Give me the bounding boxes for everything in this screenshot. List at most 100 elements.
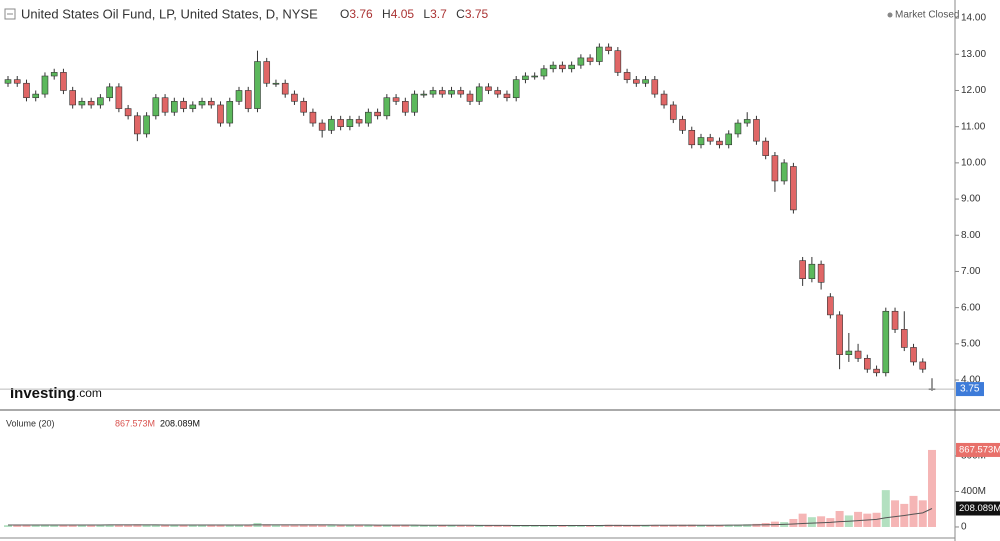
volume-bar (216, 524, 225, 527)
candle-body (152, 97, 160, 117)
y-tick-label: 9.00 (961, 194, 981, 205)
candle-body (263, 61, 271, 84)
volume-bar (521, 525, 530, 527)
candle-body (854, 350, 862, 359)
y-tick-label: 4.00 (961, 375, 981, 386)
candle-body (318, 122, 326, 131)
candle-body (790, 166, 797, 211)
candle-body (485, 86, 492, 91)
candle-body (217, 104, 224, 124)
volume-bar (22, 524, 31, 527)
candle-body (503, 93, 511, 99)
candle-body (143, 115, 150, 135)
volume-bar (789, 518, 798, 527)
volume-bar (687, 524, 696, 527)
volume-last: 867.573M (115, 418, 155, 428)
volume-bar (706, 525, 715, 527)
volume-bar (928, 449, 936, 527)
volume-bar (392, 525, 401, 527)
candle-body (559, 64, 566, 70)
volume-bar (225, 525, 234, 527)
volume-bar (807, 517, 816, 527)
volume-bar (881, 490, 890, 527)
volume-bar (290, 525, 299, 527)
volume-bar (660, 525, 669, 527)
candle-body (910, 347, 917, 363)
y-tick-label: 5.00 (961, 338, 981, 349)
candle-body (235, 90, 243, 102)
candle-body (429, 90, 437, 95)
volume-last-box (956, 442, 1000, 457)
volume-bar (456, 525, 465, 527)
candle-body (365, 111, 372, 124)
volume-bar (188, 525, 197, 527)
volume-bar (697, 525, 705, 527)
ohlc-label: C (456, 7, 465, 21)
candle-body (189, 104, 197, 109)
candle-body (4, 79, 12, 84)
candle-body (448, 90, 455, 95)
candle-body (900, 329, 908, 348)
candle-body (669, 104, 677, 120)
candle-body (281, 82, 289, 95)
volume-bar (142, 524, 151, 527)
candle-body (41, 75, 49, 95)
candle-body (291, 93, 298, 102)
candle-body (706, 137, 714, 142)
last-price-label: 3.75 (960, 384, 980, 395)
volume-bar (235, 525, 243, 527)
candle-body (743, 119, 751, 124)
volume-bar (743, 524, 752, 527)
ohlc-header: O3.76 H4.05 L3.7 C3.75 (340, 7, 488, 21)
volume-ma-last: 208.089M (160, 418, 200, 428)
volume-bar (13, 525, 22, 527)
volume-bar (179, 525, 188, 527)
ohlc-value: 3.76 (349, 7, 373, 21)
candle-body (623, 72, 631, 80)
volume-bar (355, 525, 364, 527)
volume-bar (438, 525, 447, 527)
volume-bar (530, 525, 539, 527)
candle-body (134, 115, 141, 135)
volume-bar (4, 525, 12, 527)
candle-body (660, 93, 668, 106)
volume-bar (327, 525, 336, 527)
candle-body (864, 358, 871, 370)
candle-body (808, 263, 816, 279)
volume-bar (733, 524, 742, 527)
volume-bar (281, 525, 290, 527)
candle-body (531, 75, 538, 78)
volume-bar (40, 525, 49, 527)
candle-body (254, 61, 261, 109)
y-tick-label: 10.00 (961, 158, 986, 169)
volume-bar (798, 513, 807, 527)
volume-bar (484, 525, 493, 527)
candle-body (198, 101, 206, 106)
ohlc-value: 3.75 (465, 7, 489, 21)
volume-bar (198, 525, 207, 527)
candle-body (577, 57, 585, 66)
volume-bar (105, 525, 114, 527)
candle-body (309, 111, 317, 124)
volume-bar (586, 525, 595, 527)
volume-bar (410, 525, 419, 527)
volume-bar (817, 516, 826, 527)
volume-bar (133, 524, 142, 527)
y-tick-label: 7.00 (961, 266, 981, 277)
volume-bar (262, 524, 271, 527)
candle-body (891, 310, 899, 330)
collapse-icon[interactable] (4, 8, 16, 20)
volume-bar (114, 524, 123, 527)
candle-body (817, 263, 825, 283)
candle-body (827, 296, 834, 316)
candle-body (688, 129, 696, 146)
volume-ma-line (8, 508, 933, 526)
volume-bar (299, 525, 308, 527)
volume-bar (724, 524, 733, 527)
candle-body (605, 46, 612, 51)
candle-body (799, 260, 806, 279)
volume-bar (161, 525, 170, 527)
candle-body (753, 119, 760, 142)
candle-body (642, 79, 649, 84)
